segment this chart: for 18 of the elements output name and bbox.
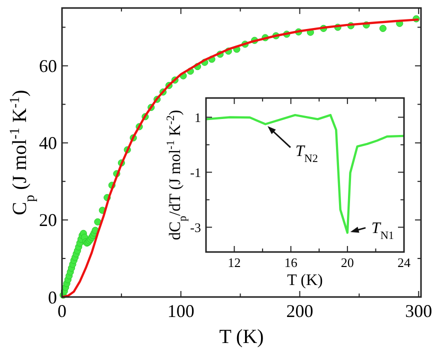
y-tick-label: 40 [39,133,57,154]
x-tick-label: 20 [340,255,354,270]
x-axis-title: T (K) [287,272,323,289]
x-tick-label: 200 [286,301,314,321]
x-tick-label: 100 [167,301,194,321]
y-tick-label: 1 [194,110,201,125]
y-tick-label: 0 [48,287,57,308]
x-tick-label: 24 [398,255,411,270]
x-axis-title: T (K) [219,326,264,348]
y-tick-label: -1 [190,164,201,180]
annotation: T$_{N1}$ [371,220,394,242]
x-tick-label: 16 [284,255,298,270]
y-tick-label: -3 [190,220,201,235]
x-tick-label: 12 [228,255,241,270]
x-tick-label: 300 [405,301,432,321]
annotation: T$_{N2}$ [295,143,318,166]
y-tick-label: 20 [39,210,57,230]
y-tick-label: 60 [39,56,57,76]
